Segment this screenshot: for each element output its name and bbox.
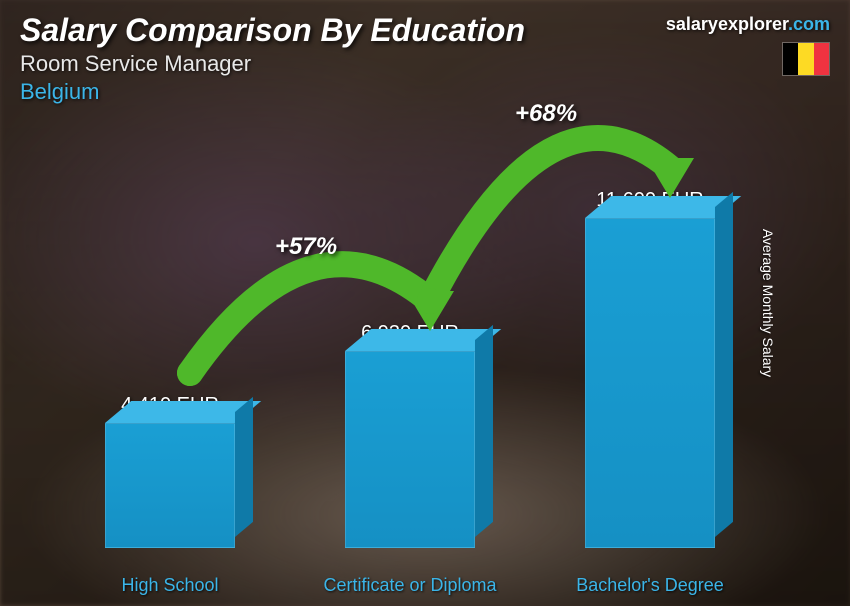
page-title: Salary Comparison By Education xyxy=(20,12,830,49)
job-title: Room Service Manager xyxy=(20,51,830,77)
growth-arrow-1: +68% xyxy=(400,78,700,341)
x-label-2: Bachelor's Degree xyxy=(560,575,740,596)
country-name: Belgium xyxy=(20,79,830,105)
growth-percent-label: +57% xyxy=(275,233,337,261)
bar-side-face xyxy=(715,192,733,537)
bar-side-face xyxy=(475,325,493,537)
bar-side-face xyxy=(235,397,253,537)
x-label-1: Certificate or Diploma xyxy=(320,575,500,596)
x-axis-labels: High School Certificate or Diploma Bachelo… xyxy=(50,575,770,596)
bar-3d xyxy=(105,423,235,548)
bar-group-0: 4,410 EUR xyxy=(105,394,235,548)
bar-front-face xyxy=(105,423,235,548)
x-label-0: High School xyxy=(80,575,260,596)
header: Salary Comparison By Education Room Serv… xyxy=(20,12,830,105)
